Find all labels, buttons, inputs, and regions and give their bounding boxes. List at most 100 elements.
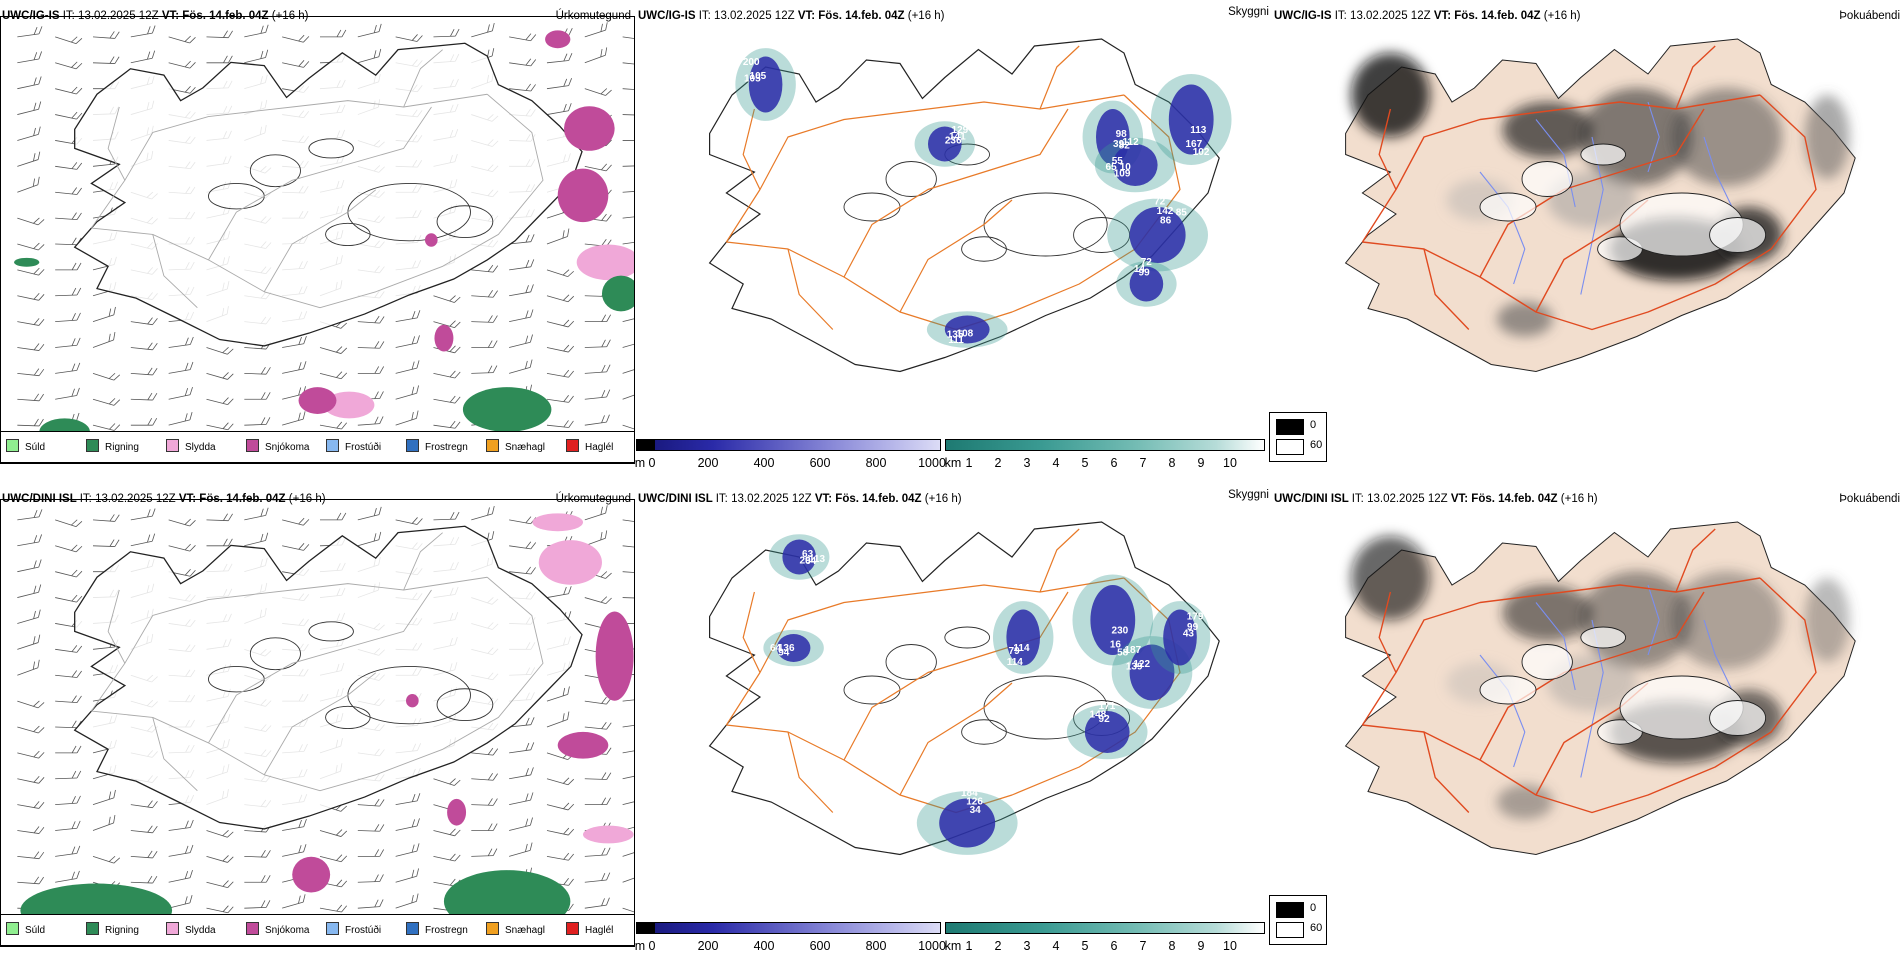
vt-value: Fös. 14.feb. 04Z bbox=[835, 493, 925, 505]
wind-barb bbox=[471, 823, 498, 831]
fog-title: Þokuábendi bbox=[1839, 493, 1900, 505]
legend-label: Snjókoma bbox=[265, 925, 310, 936]
legend-label: Súld bbox=[25, 925, 46, 936]
wind-barb bbox=[92, 514, 120, 522]
wind-barb bbox=[17, 750, 45, 759]
ceiling-value-label: 142 bbox=[1157, 206, 1174, 217]
precip-area bbox=[545, 30, 571, 49]
wind-barb bbox=[319, 854, 348, 863]
wind-barb bbox=[622, 849, 634, 857]
wind-barb bbox=[17, 776, 45, 784]
ceiling-value-label: 72 bbox=[1154, 196, 1166, 207]
river-line bbox=[1647, 101, 1660, 173]
low-ceiling-area bbox=[1129, 644, 1175, 701]
wind-barb bbox=[55, 61, 83, 70]
fog-legend-label: 0 bbox=[1310, 419, 1317, 431]
wind-barb bbox=[17, 293, 45, 301]
visibility-tick-label: 3 bbox=[1023, 456, 1031, 470]
ceiling-tick-label: 0 bbox=[648, 939, 656, 953]
legend-swatch bbox=[566, 922, 579, 935]
wind-barb bbox=[584, 414, 610, 426]
glacier-outline bbox=[1521, 644, 1573, 680]
iceland-coastline bbox=[73, 42, 583, 347]
ceiling-value-label: 10 bbox=[1120, 162, 1132, 173]
wind-barb bbox=[584, 772, 612, 780]
ceiling-tick-label: 0 bbox=[648, 456, 656, 470]
wind-barb bbox=[584, 505, 608, 521]
precip-area bbox=[434, 324, 454, 352]
wind-barb bbox=[546, 344, 575, 353]
wind-barb bbox=[395, 34, 423, 42]
wind-barb bbox=[584, 163, 612, 172]
vt-value: Fös. 14.feb. 04Z bbox=[1471, 493, 1561, 505]
wind-barb bbox=[584, 47, 608, 64]
precip-area bbox=[462, 387, 552, 432]
road-line bbox=[1675, 45, 1716, 110]
glacier-outline bbox=[1479, 675, 1537, 705]
wind-barb bbox=[433, 778, 461, 786]
wind-barb bbox=[546, 103, 572, 115]
legend-label: Rigning bbox=[105, 442, 139, 453]
wind-barb bbox=[244, 875, 271, 883]
wind-barb bbox=[206, 830, 234, 838]
model-name: UWC/DINI ISL bbox=[638, 493, 716, 505]
legend-label: Rigning bbox=[105, 925, 139, 936]
wind-barb bbox=[622, 748, 634, 754]
wind-barb bbox=[546, 711, 570, 728]
low-ceiling-area bbox=[1006, 609, 1040, 666]
vt-value: Fös. 14.feb. 04Z bbox=[818, 10, 908, 22]
legend-label: Haglél bbox=[585, 925, 614, 936]
road-line bbox=[91, 93, 544, 309]
wind-barb bbox=[433, 828, 461, 837]
wind-barb bbox=[206, 513, 233, 522]
wind-barb bbox=[168, 336, 194, 348]
wind-barb bbox=[244, 392, 271, 400]
wind-barb bbox=[546, 294, 575, 303]
panel-header: UWC/DINI ISL IT: 13.02.2025 12Z VT: Fös.… bbox=[1274, 493, 1598, 505]
wind-barb bbox=[509, 58, 537, 67]
glacier-outline bbox=[1580, 143, 1627, 166]
it-value: 13.02.2025 12Z bbox=[714, 10, 798, 22]
wind-barb bbox=[509, 817, 533, 831]
wind-barb bbox=[55, 695, 82, 704]
wind-barb bbox=[92, 332, 116, 348]
low-ceiling-area bbox=[1084, 711, 1130, 753]
ceiling-value-label: 86 bbox=[1160, 216, 1172, 227]
ceiling-tick-label: 800 bbox=[865, 939, 887, 953]
wind-barb bbox=[622, 698, 634, 702]
legend-swatch bbox=[406, 922, 419, 935]
wind-barb bbox=[319, 512, 347, 521]
wind-barb bbox=[395, 410, 419, 426]
road-line bbox=[152, 234, 198, 309]
road-line bbox=[1479, 108, 1705, 278]
ceiling-value-label: 55 bbox=[1112, 156, 1124, 167]
visibility-tick-label: 10 bbox=[1223, 939, 1237, 953]
ceiling-tick-label: 1000 bbox=[918, 939, 946, 953]
wind-barb bbox=[55, 645, 83, 653]
visibility-tick-label: 10 bbox=[1223, 456, 1237, 470]
wind-barb bbox=[395, 385, 419, 400]
ceiling-value-label: 113 bbox=[809, 554, 826, 565]
ceiling-tick-label: 400 bbox=[753, 456, 775, 470]
visibility-tick-label: 4 bbox=[1052, 456, 1060, 470]
wind-barb bbox=[357, 341, 385, 349]
wind-barb bbox=[92, 31, 120, 39]
wind-barb bbox=[471, 773, 498, 781]
lead-time: (+16 h) bbox=[1543, 10, 1581, 22]
wind-barb bbox=[357, 849, 385, 857]
wind-barb bbox=[55, 212, 82, 221]
wind-barb bbox=[509, 309, 534, 323]
road-line bbox=[1378, 108, 1397, 190]
wind-barb bbox=[130, 418, 158, 426]
glacier-outline bbox=[944, 626, 991, 649]
visibility-map: 63 94 184 230 139 179 114 148 113 136 126 58 122 99 11… bbox=[708, 521, 1220, 856]
wind-barb bbox=[433, 511, 460, 521]
wind-barb bbox=[55, 845, 81, 857]
wind-barb bbox=[509, 516, 537, 525]
legend-label: Haglél bbox=[585, 442, 614, 453]
wind-barb bbox=[130, 508, 156, 521]
wind-barb bbox=[433, 28, 460, 38]
glacier-outline bbox=[1479, 192, 1537, 222]
glacier-outline bbox=[308, 621, 354, 642]
wind-barb bbox=[244, 900, 271, 909]
